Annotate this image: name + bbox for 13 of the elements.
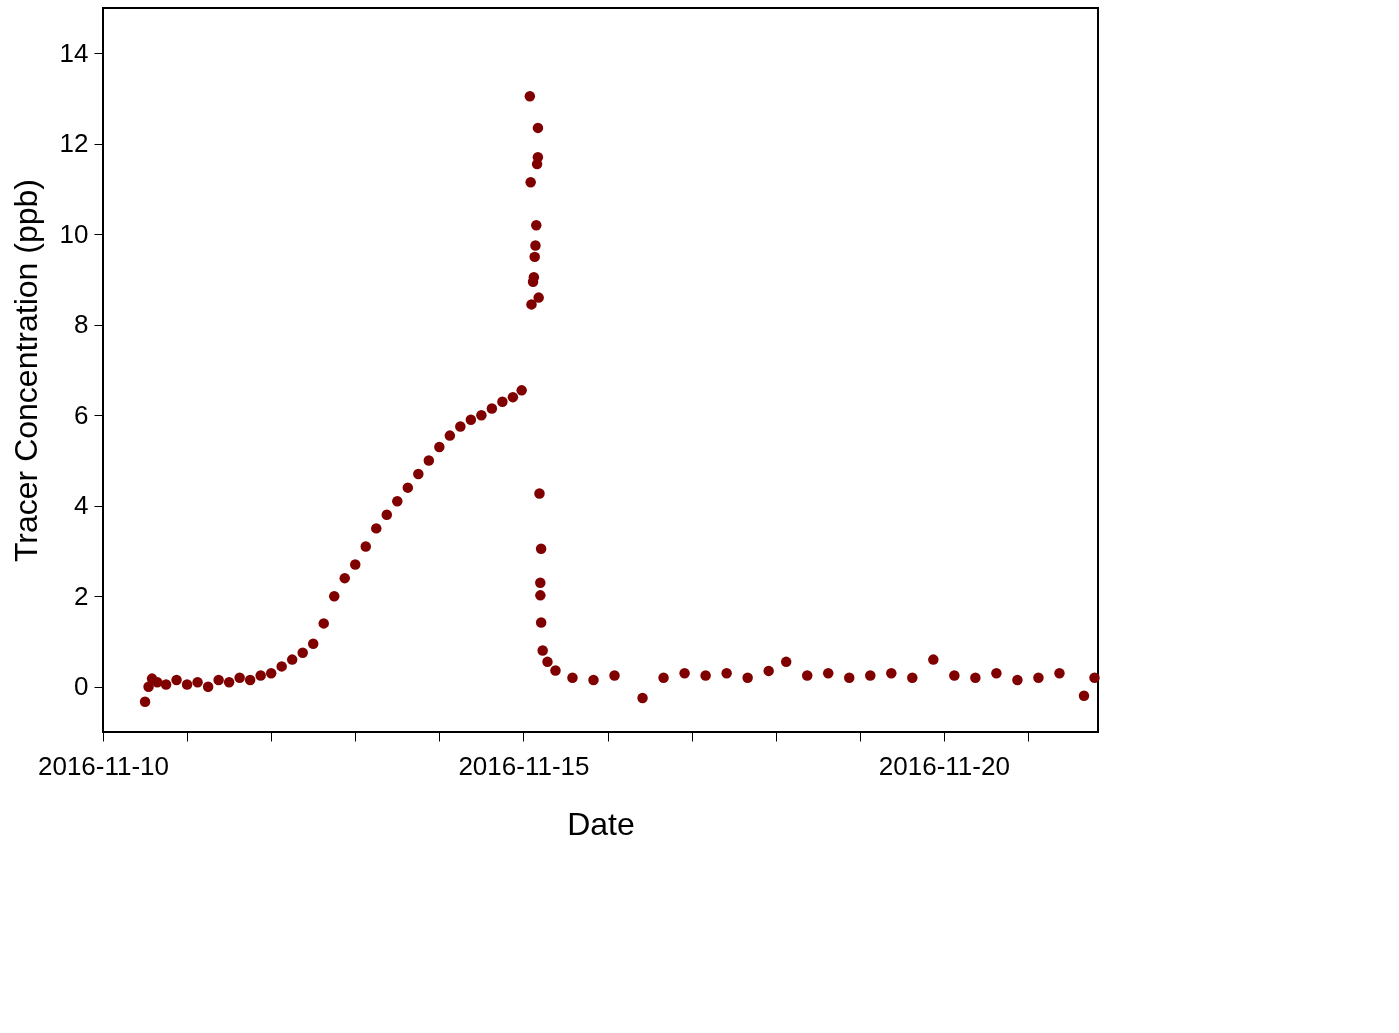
x-axis-title: Date [567, 805, 635, 842]
y-tick-label: 14 [59, 37, 89, 68]
y-axis-title: Tracer Concentration (ppb) [7, 179, 44, 562]
y-tick-label: 2 [74, 580, 89, 611]
y-tick-label: 0 [74, 671, 89, 702]
x-tick-label: 2016-11-10 [37, 750, 170, 781]
x-tick-label: 2016-11-15 [458, 750, 590, 781]
x-tick-label: 2016-11-20 [878, 750, 1010, 781]
y-tick-label: 8 [74, 309, 89, 340]
y-tick-label: 12 [59, 128, 89, 159]
y-tick-label: 10 [59, 218, 89, 249]
y-tick-label: 4 [74, 490, 89, 521]
y-tick-label: 6 [74, 399, 89, 430]
